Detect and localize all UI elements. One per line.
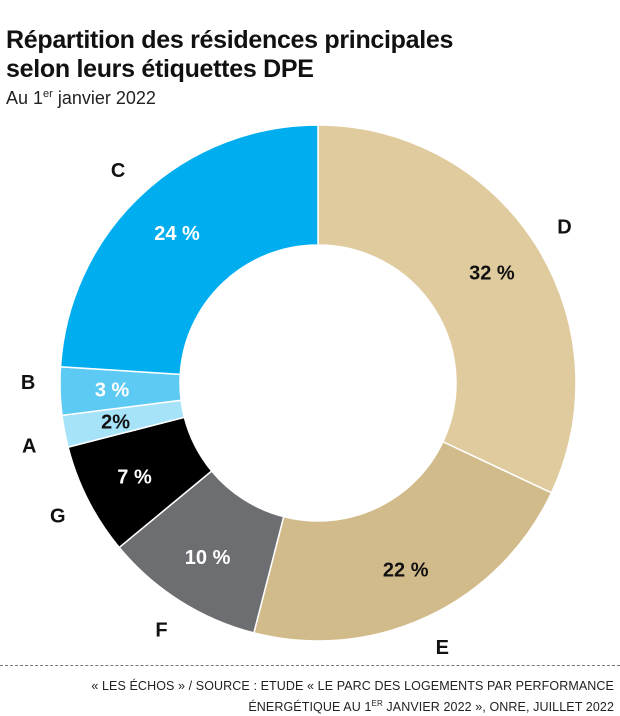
value-label-B: 3 % <box>95 380 130 402</box>
donut-slices <box>59 124 577 642</box>
category-label-D: D <box>557 217 571 239</box>
subtitle-superscript: er <box>43 88 53 100</box>
source-line1: « LES ÉCHOS » / SOURCE : ETUDE « LE PARC… <box>91 679 614 693</box>
source-note: « LES ÉCHOS » / SOURCE : ETUDE « LE PARC… <box>91 678 614 716</box>
value-label-G: 7 % <box>117 467 152 489</box>
value-label-C: 24 % <box>154 223 200 245</box>
category-label-C: C <box>111 160 125 182</box>
category-label-A: A <box>22 436 36 458</box>
source-superscript: ER <box>371 699 383 708</box>
value-label-A: 2% <box>101 412 130 434</box>
subtitle-text: Au 1 <box>6 88 44 108</box>
chart-title: Répartition des résidences principales s… <box>6 26 606 84</box>
dashed-separator <box>0 665 620 666</box>
category-labels: D E F G A B C <box>21 160 572 659</box>
donut-chart: 32 % 22 % 10 % 7 % 2% 3 % 24 % D E F G A B C <box>21 124 577 659</box>
slice-C <box>59 124 319 376</box>
slice-E <box>252 440 553 642</box>
chart-title-line2: selon leurs étiquettes DPE <box>6 55 314 83</box>
slice-D <box>317 124 577 494</box>
source-line2-text: ÉNERGÉTIQUE AU 1 <box>248 700 372 714</box>
chart-subtitle: Au 1er janvier 2022 <box>6 88 156 109</box>
percentage-labels: 32 % 22 % 10 % 7 % 2% 3 % 24 % <box>95 223 515 582</box>
value-label-F: 10 % <box>185 547 231 569</box>
category-label-B: B <box>21 372 35 394</box>
source-line2-end: JANVIER 2022 », ONRE, JUILLET 2022 <box>382 700 614 714</box>
chart-title-line1: Répartition des résidences principales <box>6 26 454 54</box>
category-label-G: G <box>50 506 66 528</box>
value-label-E: 22 % <box>383 559 429 581</box>
subtitle-text-end: janvier 2022 <box>52 88 156 108</box>
value-label-D: 32 % <box>469 263 515 285</box>
source-line2: ÉNERGÉTIQUE AU 1ER JANVIER 2022 », ONRE,… <box>91 695 614 716</box>
category-label-E: E <box>436 637 449 659</box>
category-label-F: F <box>155 620 167 642</box>
